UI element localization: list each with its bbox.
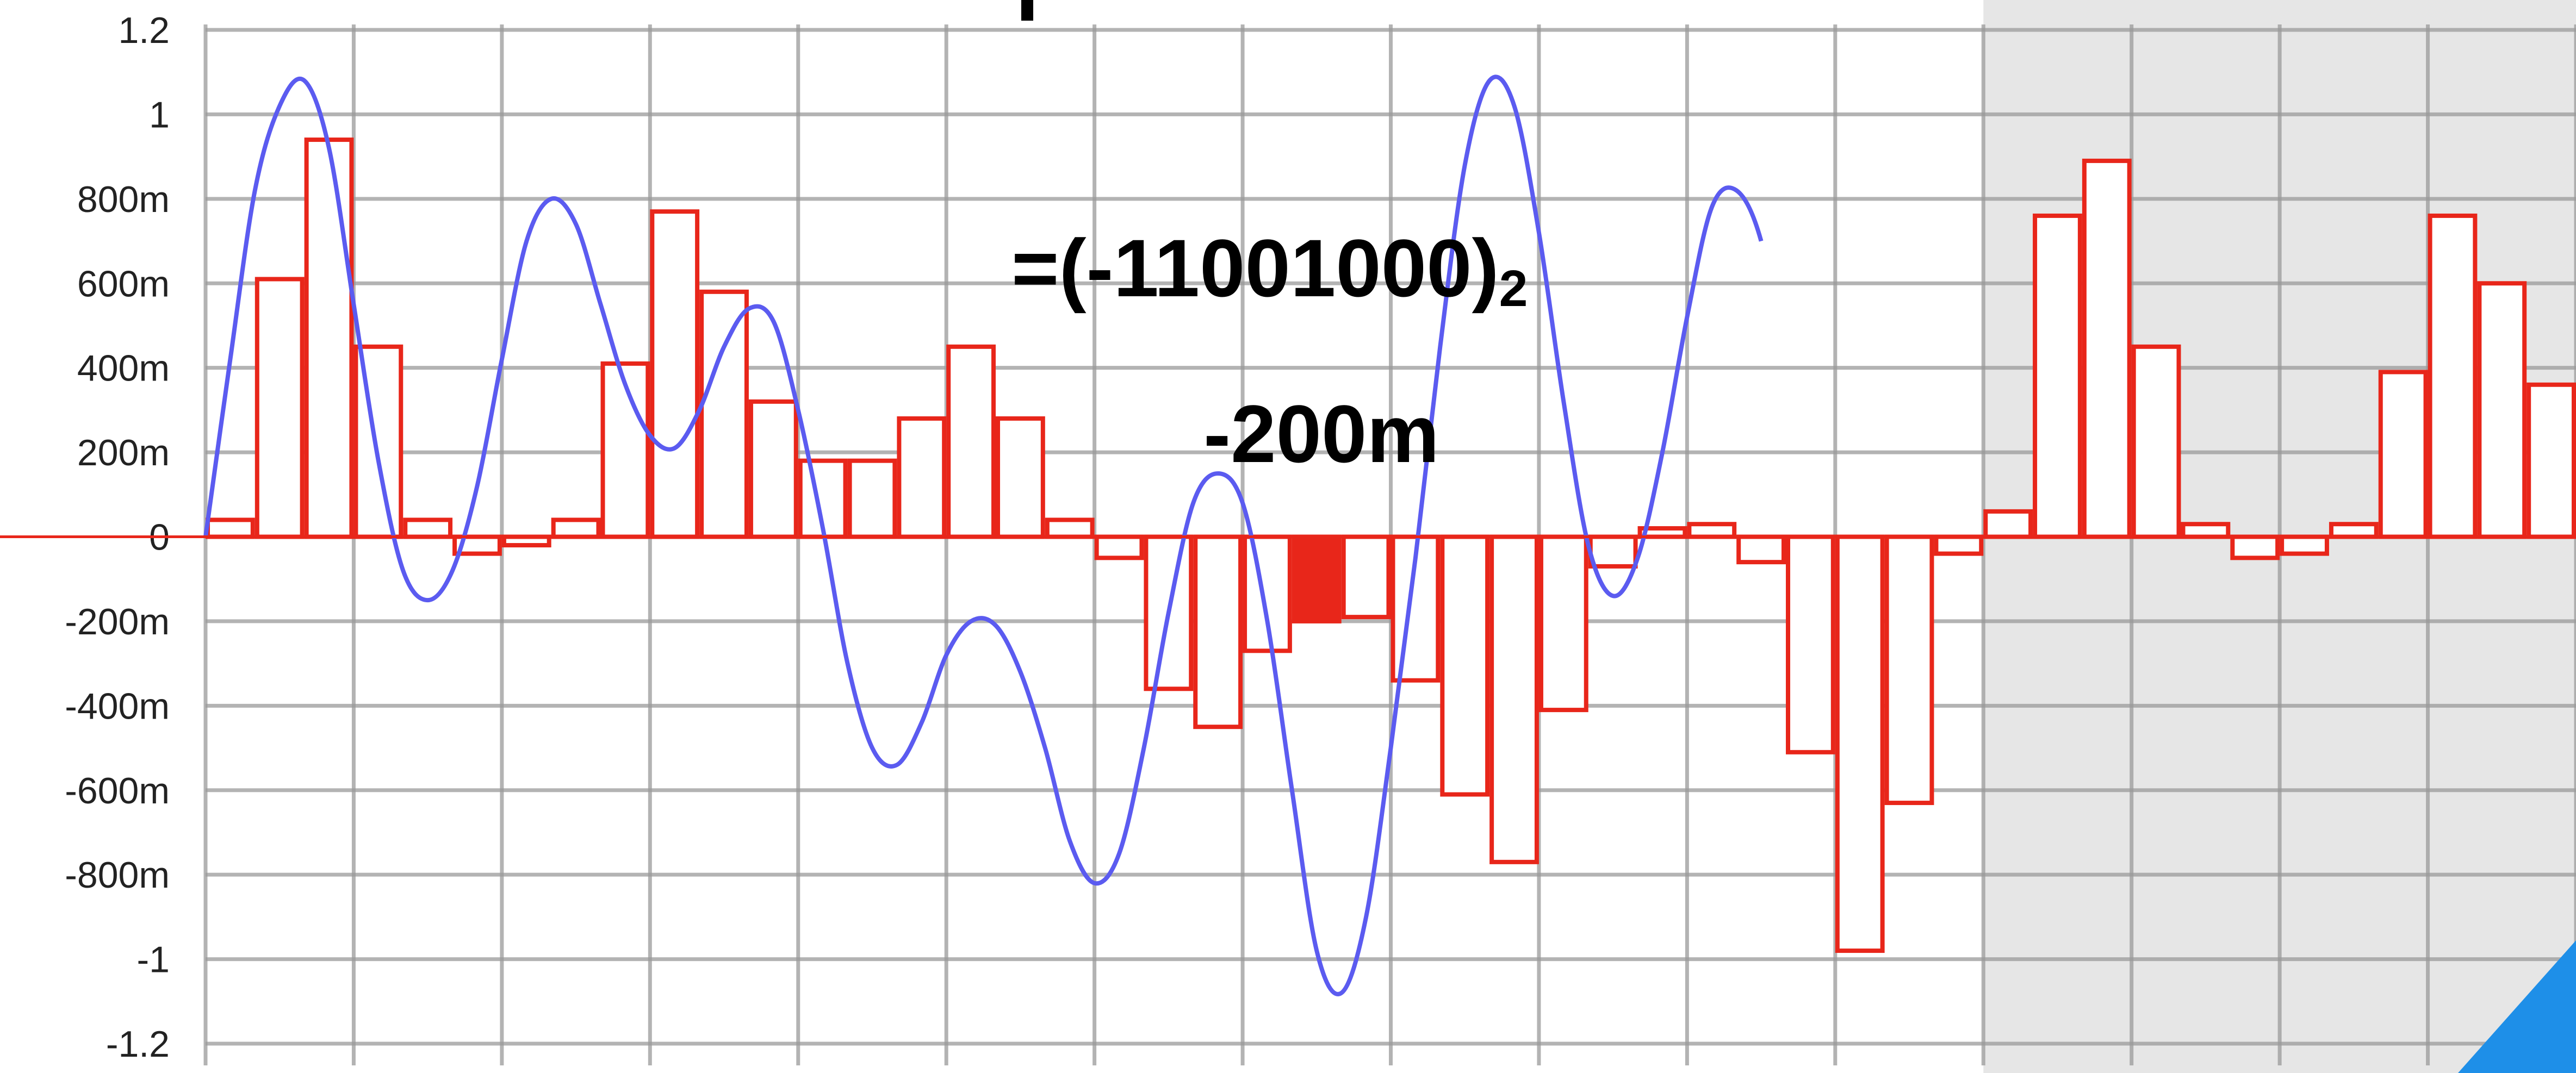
binary-value-annotation: =(-11001000)2: [1011, 222, 1528, 317]
annotations: =(-11001000)2 -200m: [1011, 0, 1528, 479]
sample-bar: [1835, 534, 1885, 953]
sample-bar: [2329, 522, 2379, 539]
y-tick-label: -200m: [65, 601, 170, 642]
y-tick-label: -1: [137, 939, 170, 981]
sample-bar: [748, 399, 798, 539]
sample-bar: [2477, 281, 2527, 539]
sample-bar: [1588, 534, 1638, 569]
sample-bar: [1934, 534, 1984, 556]
sample-bar: [304, 138, 354, 539]
y-axis-ticks: 1.21800m600m400m200m0-200m-400m-600m-800…: [65, 10, 170, 1065]
sample-bar: [2131, 344, 2181, 539]
sample-bar: [2082, 158, 2132, 539]
sample-bar: [1489, 534, 1539, 864]
sample-bar: [2428, 213, 2478, 539]
y-tick-label: 600m: [77, 263, 170, 304]
sample-value-annotation: -200m: [1203, 388, 1439, 479]
sample-bar: [403, 517, 453, 539]
sample-bar: [551, 517, 601, 539]
sample-bar: [2033, 213, 2082, 539]
sample-bar: [1983, 509, 2033, 539]
y-tick-label: 200m: [77, 432, 170, 473]
y-tick-label: -600m: [65, 770, 170, 812]
sample-bar: [1094, 534, 1144, 560]
sample-bar: [996, 416, 1045, 539]
sample-bar: [1736, 534, 1786, 565]
y-tick-label: 400m: [77, 348, 170, 389]
sample-bar: [699, 289, 749, 539]
sample-bar: [1687, 522, 1737, 539]
y-tick-label: 1: [149, 94, 170, 135]
y-tick-label: -800m: [65, 854, 170, 896]
sample-bar: [847, 458, 897, 539]
sample-bar: [2378, 370, 2428, 539]
sample-bar: [1538, 534, 1588, 713]
sample-bar: [897, 416, 947, 539]
sample-bar: [1884, 534, 1934, 806]
binary-subscript-text: 2: [1499, 260, 1528, 317]
sample-bar: [2527, 382, 2576, 539]
sample-bar: [2181, 522, 2231, 539]
sample-bar: [946, 344, 996, 539]
sample-bar: [206, 517, 255, 539]
sample-bar: [650, 209, 700, 539]
title-cursor-fragment: [1021, 0, 1033, 21]
signal-line: [203, 74, 1764, 996]
sample-bar: [2280, 534, 2329, 556]
y-tick-label: -400m: [65, 685, 170, 727]
sample-bar: [2230, 534, 2280, 560]
sample-bar: [1786, 534, 1835, 754]
sample-bar: [1292, 534, 1342, 623]
sample-bar: [1440, 534, 1490, 797]
sample-bar: [1193, 534, 1243, 729]
y-tick-label: 800m: [77, 179, 170, 220]
sample-bar: [1341, 534, 1391, 620]
y-tick-label: 1.2: [118, 10, 170, 51]
binary-value-text: =(-11001000): [1011, 222, 1499, 314]
corner-accent: [2458, 940, 2576, 1073]
y-tick-label: -1.2: [106, 1024, 170, 1065]
sample-bar: [1045, 517, 1095, 539]
sample-bar: [255, 277, 305, 539]
sample-bars: [206, 138, 2576, 953]
